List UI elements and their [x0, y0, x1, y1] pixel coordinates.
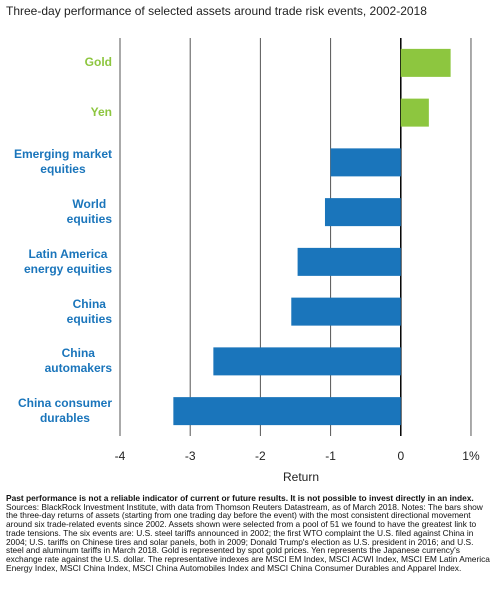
category-label-box: World equities	[0, 192, 112, 232]
category-label: China consumer durables	[17, 396, 112, 426]
bar	[291, 297, 401, 326]
x-tick-label: -3	[185, 449, 196, 463]
category-label: China equities	[66, 296, 112, 326]
bar	[213, 347, 401, 376]
category-label-box: Gold	[0, 43, 112, 83]
x-tick-label: -1	[325, 449, 336, 463]
x-tick-label: -4	[115, 449, 126, 463]
category-label: Emerging market equities	[13, 147, 112, 177]
category-label-box: Yen	[0, 93, 112, 133]
category-label: World equities	[66, 197, 112, 227]
bar	[400, 98, 429, 127]
x-tick-label: 0	[397, 449, 404, 463]
bar	[324, 198, 401, 227]
footnote: Past performance is not a reliable indic…	[6, 494, 490, 572]
category-label: China automakers	[44, 346, 112, 376]
chart: Three-day performance of selected assets…	[6, 4, 480, 484]
category-label-box: Latin America energy equities	[0, 242, 112, 282]
x-tick-label: 1%	[462, 449, 480, 463]
category-label-box: Emerging market equities	[0, 142, 112, 182]
footnote-text: Sources: BlackRock Investment Institute,…	[6, 501, 490, 573]
category-label: Latin America energy equities	[23, 246, 112, 276]
category-label-box: China equities	[0, 292, 112, 332]
x-axis-label: Return	[283, 470, 319, 484]
bar	[400, 48, 451, 77]
footnote-bold: Past performance is not a reliable indic…	[6, 493, 474, 503]
bar	[297, 247, 401, 276]
category-label: Yen	[90, 105, 112, 120]
x-tick-label: -2	[255, 449, 266, 463]
bar	[330, 148, 401, 177]
category-label-box: China consumer durables	[0, 391, 112, 431]
category-label-box: China automakers	[0, 341, 112, 381]
chart-title: Three-day performance of selected assets…	[6, 4, 427, 18]
bar	[173, 397, 401, 426]
category-label: Gold	[84, 55, 112, 70]
